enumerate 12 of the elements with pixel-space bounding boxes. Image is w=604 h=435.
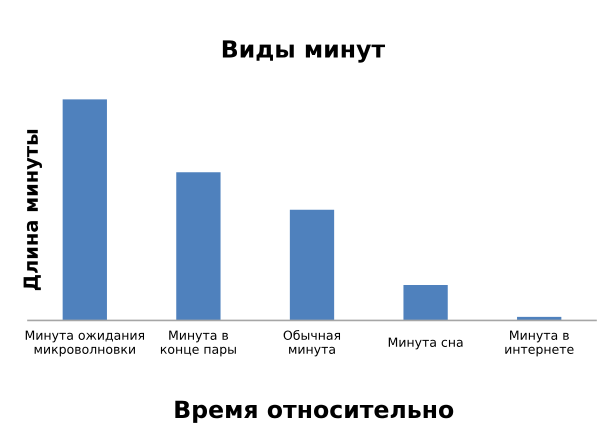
bar (403, 285, 448, 320)
x-tick-label: Минута в интернете (505, 330, 574, 356)
x-tick-label: Минута ожидания микроволновки (26, 330, 144, 356)
x-tick-label: Минута в конце пары (160, 330, 236, 356)
bar (176, 172, 221, 320)
x-tick-label: Минута сна (388, 338, 463, 350)
y-axis-title: Длина минуты (24, 130, 42, 290)
x-tick-label: Обычная минута (284, 330, 340, 356)
bar (290, 210, 334, 320)
bar (62, 99, 107, 320)
x-axis-title: Время относительно (175, 400, 454, 423)
chart-title: Виды минут (222, 40, 386, 63)
